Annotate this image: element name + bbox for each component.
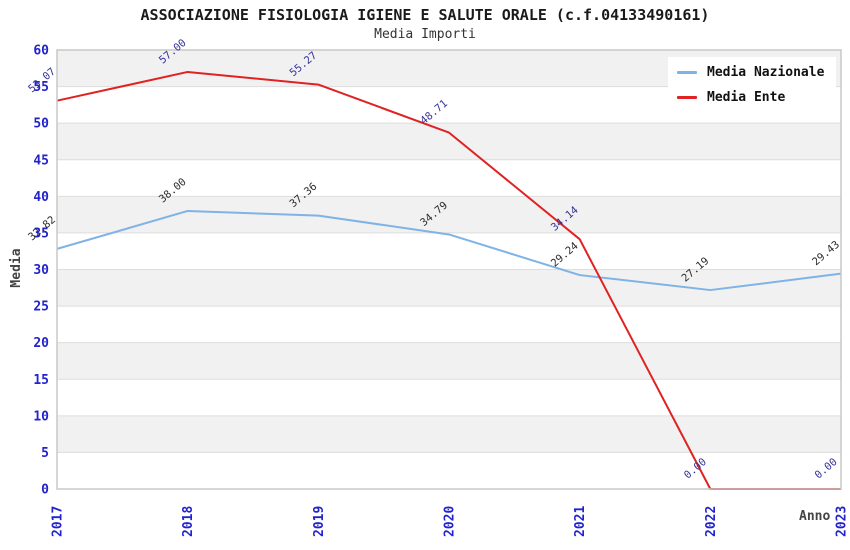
y-tick-label: 15 xyxy=(33,373,49,388)
y-tick-label: 40 xyxy=(33,190,49,205)
y-tick-label: 60 xyxy=(33,44,49,59)
legend-item-media-nazionale: Media Nazionale xyxy=(677,65,824,80)
chart-title: ASSOCIAZIONE FISIOLOGIA IGIENE E SALUTE … xyxy=(140,6,710,24)
y-tick-label: 20 xyxy=(33,336,49,351)
x-tick-label: 2021 xyxy=(573,506,588,537)
series-line-media-nazionale xyxy=(56,209,842,292)
plot-band xyxy=(57,379,841,416)
y-axis-title: Media xyxy=(9,248,24,288)
y-tick-labels: 0 5 10 15 20 25 30 35 40 45 50 55 60 xyxy=(33,44,49,498)
plot-band xyxy=(57,232,841,270)
y-tick-label: 50 xyxy=(33,117,49,132)
legend-label-media-ente: Media Ente xyxy=(707,90,786,105)
legend-swatch-media-nazionale xyxy=(677,71,697,74)
y-tick-label: 0 xyxy=(41,483,49,498)
y-tick-label: 35 xyxy=(33,226,49,241)
y-tick-label: 55 xyxy=(33,80,49,95)
plot-band xyxy=(57,306,841,343)
plot-band xyxy=(57,196,841,233)
y-tick-label: 30 xyxy=(33,263,49,278)
chart-subtitle: Media Importi xyxy=(374,27,476,42)
x-tick-label: 2018 xyxy=(181,506,196,537)
x-tick-label: 2017 xyxy=(51,506,66,537)
legend: Media Nazionale Media Ente xyxy=(668,57,837,113)
plot-band xyxy=(57,415,841,453)
x-axis-title: Anno xyxy=(799,509,831,524)
plot-band xyxy=(57,269,841,307)
plot-band xyxy=(57,342,841,380)
gridlines xyxy=(57,86,841,453)
legend-swatch-media-ente xyxy=(677,96,697,99)
y-tick-label: 45 xyxy=(33,153,49,168)
y-tick-label: 10 xyxy=(33,409,49,424)
x-tick-label: 2019 xyxy=(312,506,327,537)
y-tick-label: 5 xyxy=(41,446,49,461)
plot-band xyxy=(57,159,841,197)
x-tick-label: 2020 xyxy=(443,506,458,537)
plot-border xyxy=(56,49,842,490)
x-tick-label: 2022 xyxy=(704,506,719,537)
x-tick-labels: 2017 2018 2019 2020 2021 2022 2023 xyxy=(51,506,850,537)
y-tick-label: 25 xyxy=(33,300,49,315)
legend-item-media-ente: Media Ente xyxy=(677,90,824,105)
plot-band xyxy=(57,452,841,489)
x-tick-label: 2023 xyxy=(835,506,850,537)
plot-bands xyxy=(57,50,841,489)
legend-label-media-nazionale: Media Nazionale xyxy=(707,65,825,80)
plot-band xyxy=(57,123,841,160)
